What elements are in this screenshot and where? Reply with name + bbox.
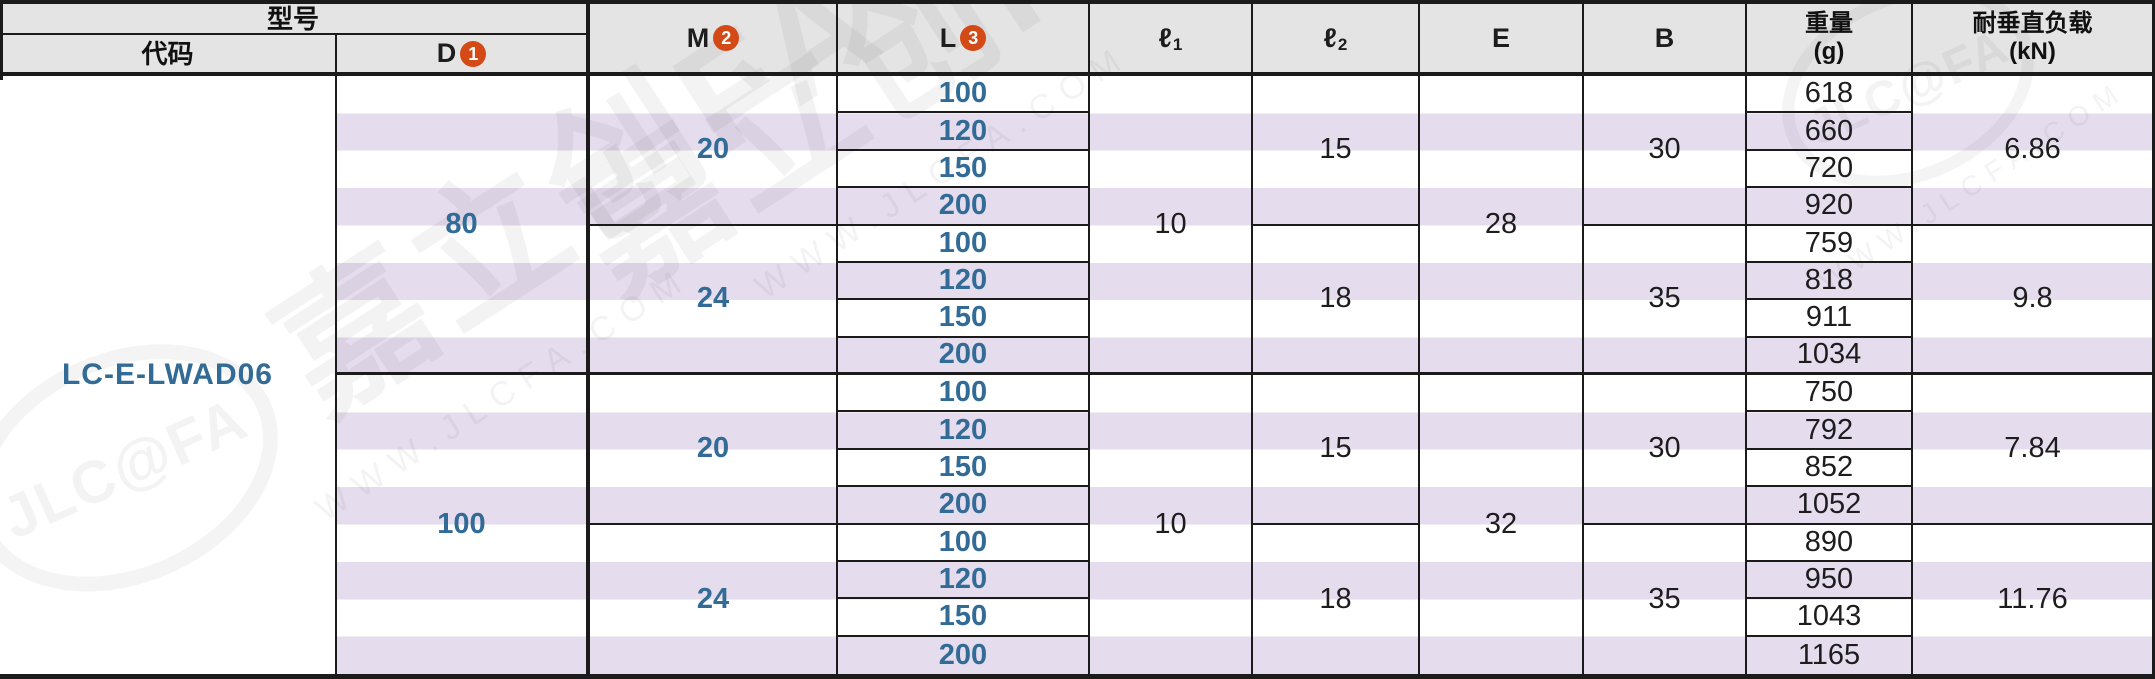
cell-weight: 618 [1747, 76, 1913, 114]
header-load: 耐垂直负载 (kN) [1913, 4, 2152, 76]
cell-m: 20 [590, 76, 838, 226]
header-weight: 重量 (g) [1747, 4, 1913, 76]
cell-weight: 911 [1747, 300, 1913, 338]
cell-l: 150 [838, 150, 1090, 189]
cell-m: 20 [590, 375, 838, 525]
header-l1-sub: 1 [1172, 34, 1183, 54]
header-model-label: 型号 [266, 3, 319, 34]
header-code-label: 代码 [141, 38, 194, 69]
cell-code: LC-E-LWAD06 [0, 76, 337, 674]
header-model: 型号 [0, 4, 590, 35]
cell-l: 120 [838, 262, 1090, 301]
cell-weight: 660 [1747, 113, 1913, 151]
header-e-label: E [1491, 22, 1510, 53]
header-m-label: M [686, 22, 710, 53]
cell-weight: 750 [1747, 375, 1913, 413]
cell-l2: 18 [1253, 524, 1420, 674]
header-b-label: B [1654, 22, 1675, 53]
cell-m: 24 [590, 225, 838, 375]
cell-l1: 10 [1090, 375, 1253, 674]
cell-l2: 15 [1253, 375, 1420, 525]
cell-m: 24 [590, 524, 838, 674]
cell-l: 120 [838, 412, 1090, 450]
cell-weight: 1034 [1747, 337, 1913, 375]
cell-l: 150 [838, 449, 1090, 488]
cell-b: 30 [1584, 375, 1747, 525]
cell-b: 30 [1584, 76, 1747, 226]
header-b: B [1584, 4, 1747, 76]
cell-weight: 1043 [1747, 599, 1913, 637]
cell-load: 11.76 [1997, 582, 2068, 615]
cell-e: 32 [1420, 375, 1584, 674]
cell-b: 35 [1584, 225, 1747, 375]
cell-weight: 818 [1747, 262, 1913, 301]
cell-load: 6.86 [1913, 76, 2152, 226]
header-weight-unit: (g) [1813, 38, 1845, 65]
cell-d: 100 [337, 375, 590, 674]
cell-l: 200 [838, 487, 1090, 525]
header-load-label: 耐垂直负载 [1972, 10, 2093, 38]
cell-l: 100 [838, 375, 1090, 413]
badge-2-icon: 2 [713, 25, 740, 51]
header-background [0, 4, 2152, 76]
header-load-unit: (kN) [2009, 38, 2056, 65]
badge-3-icon: 3 [960, 25, 987, 51]
cell-l: 200 [838, 337, 1090, 375]
cell-l: 200 [838, 636, 1090, 674]
cell-l: 150 [838, 300, 1090, 338]
cell-weight: 890 [1747, 524, 1913, 562]
badge-1-icon: 1 [460, 40, 487, 67]
code-column-background [0, 76, 337, 674]
row-stripes [0, 76, 2152, 674]
cell-l: 200 [838, 188, 1090, 226]
cell-weight: 950 [1747, 561, 1913, 600]
cell-weight: 852 [1747, 449, 1913, 488]
header-l2-sub: 2 [1337, 34, 1348, 54]
cell-l: 100 [838, 76, 1090, 114]
cell-weight: 720 [1747, 150, 1913, 189]
header-e: E [1420, 4, 1584, 76]
cell-load: 9.8 [1913, 226, 2152, 375]
cell-l2: 18 [1253, 225, 1420, 375]
cell-l: 120 [838, 561, 1090, 600]
cell-b: 35 [1584, 524, 1747, 674]
cell-load: 7.84 [1913, 375, 2152, 525]
header-l2-label: ℓ [1323, 22, 1337, 53]
header-d-label: D [436, 38, 457, 68]
header-left-border [0, 4, 3, 80]
header-code: 代码 [0, 35, 337, 76]
header-l-label: L [939, 22, 957, 53]
cell-l2: 15 [1253, 76, 1420, 226]
cell-l: 100 [838, 524, 1090, 562]
cell-l: 100 [838, 225, 1090, 263]
header-weight-label: 重量 [1805, 10, 1853, 38]
cell-d: 80 [337, 76, 590, 375]
cell-weight: 759 [1747, 225, 1913, 263]
cell-l: 120 [838, 113, 1090, 151]
cell-weight: 792 [1747, 412, 1913, 450]
cell-l: 150 [838, 599, 1090, 637]
cell-weight: 1052 [1747, 487, 1913, 525]
cell-l1: 10 [1090, 76, 1253, 375]
header-l1-label: ℓ [1158, 22, 1172, 53]
cell-e: 28 [1420, 76, 1584, 375]
cell-weight: 1165 [1747, 636, 1913, 674]
cell-weight: 920 [1747, 188, 1913, 226]
